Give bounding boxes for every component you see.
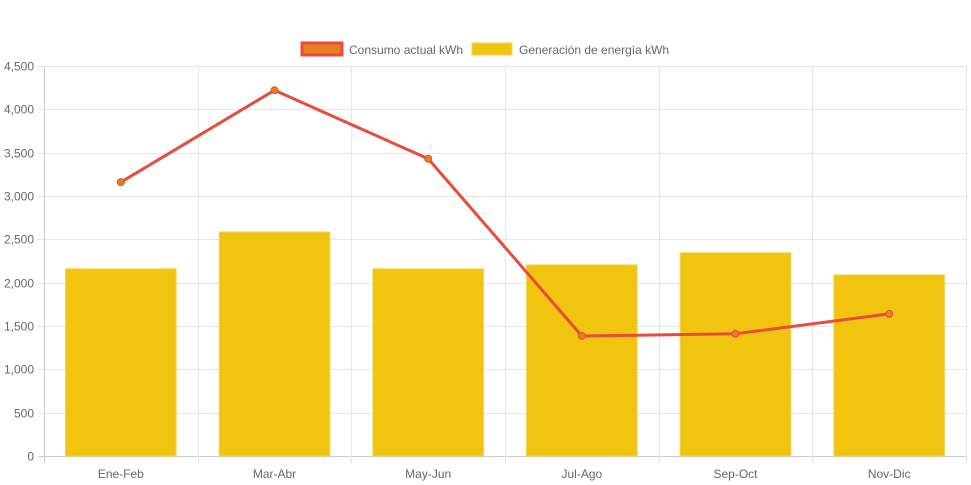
line-point[interactable] [885, 309, 894, 318]
x-tick-label: Sep-Oct [713, 467, 758, 481]
y-axis: 0 500 1,000 1,500 2,000 2,500 3,000 3,500 4,000 4… [4, 60, 34, 464]
bar[interactable] [679, 252, 792, 457]
y-tick-label: 0 [27, 450, 34, 464]
y-tick-label: 500 [14, 407, 34, 421]
bar[interactable] [372, 268, 484, 457]
grid [38, 66, 967, 463]
y-tick-label: 4,000 [4, 103, 34, 117]
y-tick-label: 2,000 [4, 277, 34, 291]
bar-series [65, 231, 945, 457]
line-point[interactable] [116, 178, 125, 187]
y-tick-label: 3,500 [4, 147, 34, 161]
y-tick-label: 2,500 [4, 233, 34, 247]
y-tick-label: 1,500 [4, 320, 34, 334]
bar[interactable] [218, 231, 331, 457]
legend-label-generacion: Generación de energía kWh [519, 43, 669, 57]
x-tick-label: May-Jun [405, 467, 451, 481]
x-tick-label: Ene-Feb [98, 467, 144, 481]
line-point[interactable] [270, 86, 279, 95]
bar[interactable] [833, 274, 945, 457]
legend-item-consumo[interactable]: Consumo actual kWh [300, 41, 463, 57]
bar[interactable] [526, 264, 638, 457]
y-tick-label: 1,000 [4, 363, 34, 377]
x-tick-label: Mar-Abr [253, 467, 296, 481]
line-point[interactable] [424, 154, 433, 163]
line-point[interactable] [577, 331, 586, 340]
y-tick-label: 3,000 [4, 190, 34, 204]
legend-swatch-generacion [471, 42, 513, 56]
x-tick-label: Jul-Ago [561, 467, 602, 481]
legend-label-consumo: Consumo actual kWh [349, 43, 463, 57]
legend: Consumo actual kWh Generación de energía… [300, 41, 669, 57]
x-axis: Ene-Feb Mar-Abr May-Jun Jul-Ago Sep-Oct Nov-D… [98, 467, 911, 481]
y-tick-label: 4,500 [4, 60, 34, 74]
line-series [116, 86, 894, 340]
legend-swatch-consumo [300, 41, 344, 57]
consumo-line [120, 88, 890, 338]
legend-item-generacion[interactable]: Generación de energía kWh [471, 42, 669, 57]
line-point[interactable] [731, 329, 740, 338]
bar[interactable] [65, 268, 177, 457]
x-tick-label: Nov-Dic [868, 467, 911, 481]
